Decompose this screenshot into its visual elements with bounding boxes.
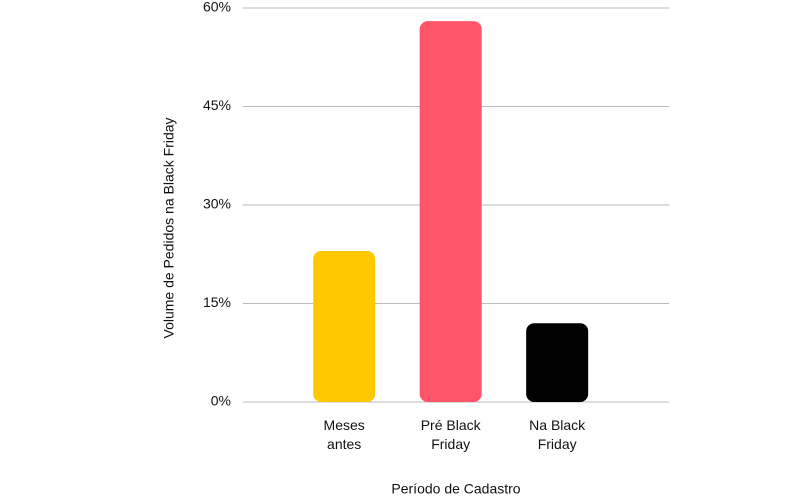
x-tick-label: Meses antes xyxy=(324,417,365,452)
bar xyxy=(526,323,589,402)
y-tick-label: 0% xyxy=(211,393,231,409)
y-tick-label: 60% xyxy=(203,0,231,15)
bar xyxy=(419,21,482,403)
x-tick-label: Pré Black Friday xyxy=(421,417,482,452)
y-tick-label: 45% xyxy=(203,97,231,113)
y-tick-label: 15% xyxy=(203,294,231,310)
y-tick-label: 30% xyxy=(203,196,231,212)
bar xyxy=(313,250,376,402)
x-tick-label: Na Black Friday xyxy=(529,417,586,452)
x-axis-title: Período de Cadastro xyxy=(391,481,520,497)
y-axis-title: Volume de Pedidos na Black Friday xyxy=(161,117,177,338)
